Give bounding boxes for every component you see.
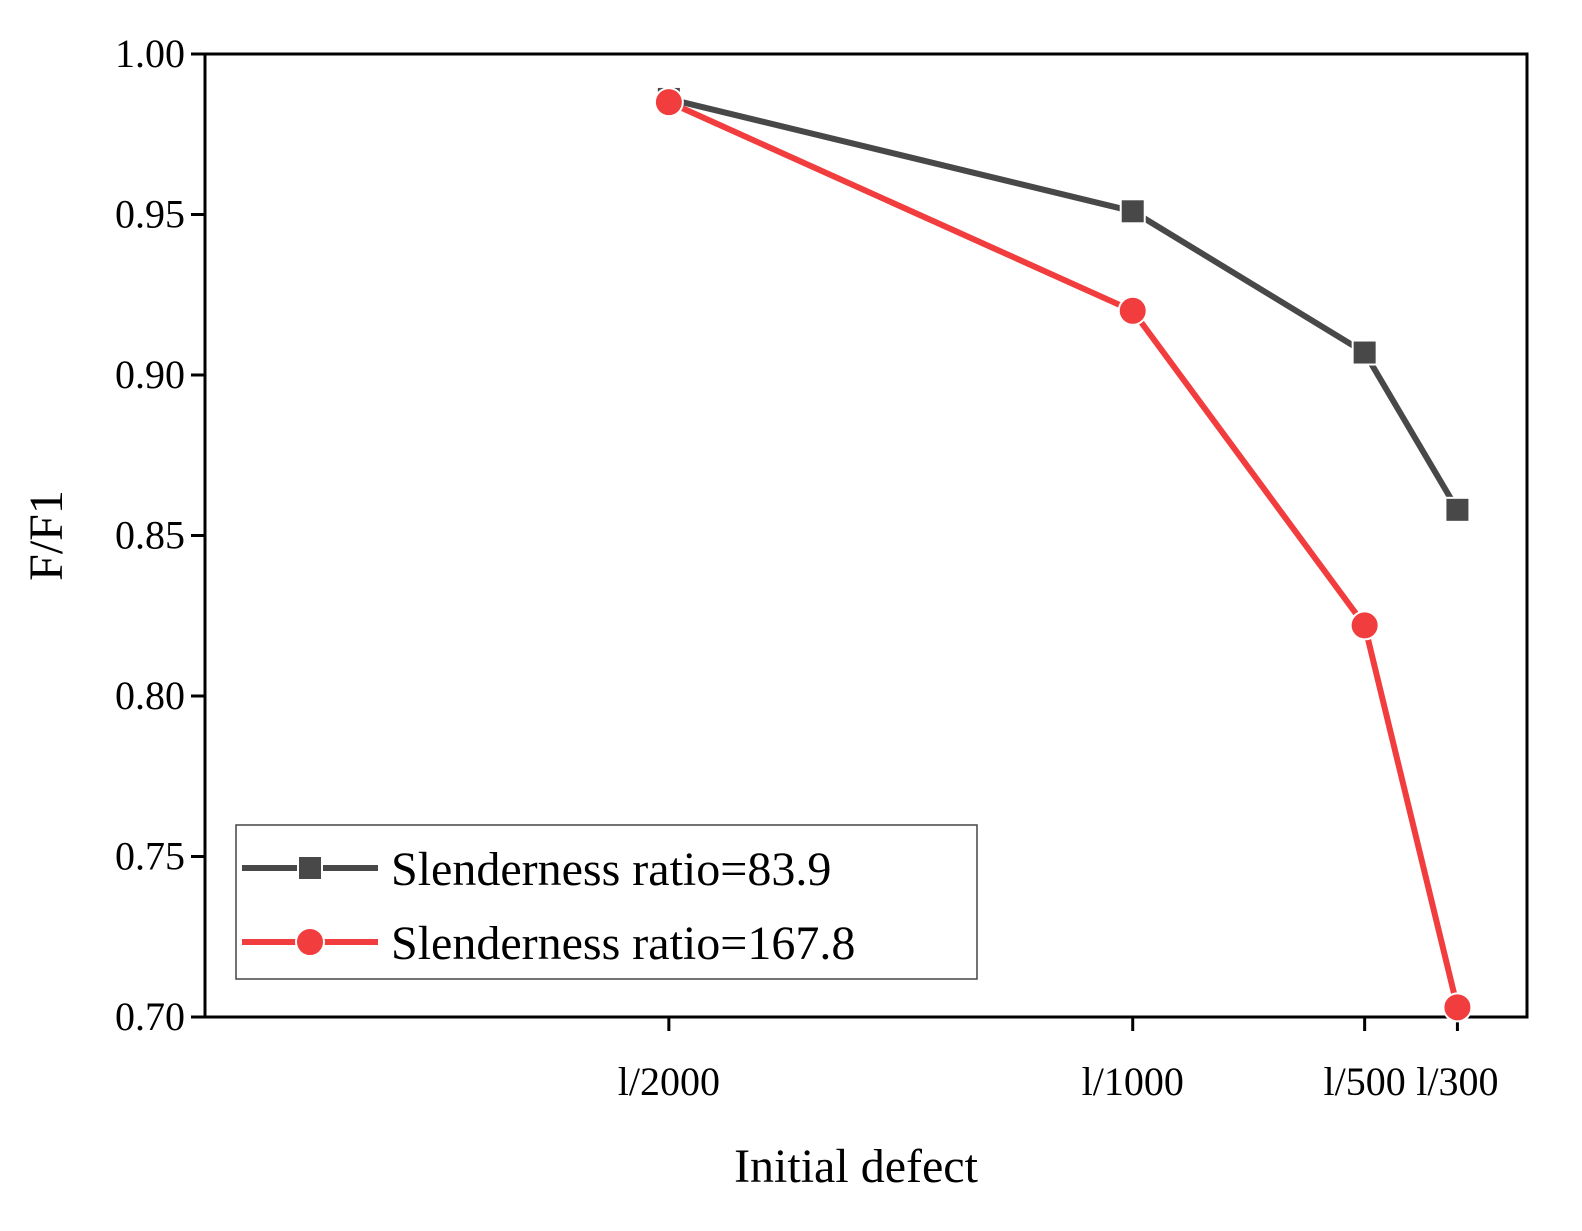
x-tick-label: l/2000 [618, 1059, 720, 1104]
series-layer [653, 85, 1473, 1023]
legend-label: Slenderness ratio=83.9 [391, 843, 831, 896]
y-tick-label: 1.00 [115, 31, 185, 76]
legend-label: Slenderness ratio=167.8 [391, 917, 855, 970]
y-tick-label: 0.75 [115, 834, 185, 879]
y-axis-title: F/F1 [20, 490, 73, 581]
legend-marker [295, 927, 325, 957]
x-tick-label: l/300 [1416, 1059, 1498, 1104]
y-axis-ticks: 0.70 0.75 0.80 0.85 0.90 0.95 1.00 [115, 31, 205, 1039]
x-axis-title: Initial defect [734, 1140, 979, 1193]
series-line [668, 96, 1461, 512]
data-point [1119, 198, 1146, 225]
legend: Slenderness ratio=83.9 Slenderness ratio=… [235, 824, 978, 980]
x-tick-label: l/1000 [1082, 1059, 1184, 1104]
x-axis-ticks: l/2000 l/1000 l/500 l/300 [618, 1017, 1499, 1104]
series-2 [653, 87, 1473, 1023]
y-tick-label: 0.70 [115, 994, 185, 1039]
y-tick-label: 0.95 [115, 192, 185, 237]
data-point [1351, 339, 1378, 366]
data-point [1349, 610, 1380, 641]
data-point [1442, 992, 1473, 1023]
legend-item: Slenderness ratio=83.9 [242, 843, 831, 896]
y-tick-label: 0.80 [115, 673, 185, 718]
y-tick-label: 0.90 [115, 352, 185, 397]
legend-item: Slenderness ratio=167.8 [242, 917, 855, 970]
data-point [1117, 295, 1148, 326]
y-tick-label: 0.85 [115, 513, 185, 558]
x-tick-label: l/500 [1324, 1059, 1406, 1104]
legend-marker [297, 855, 323, 881]
data-point [653, 87, 684, 118]
data-point [1444, 496, 1471, 523]
legend-box [235, 824, 978, 980]
series-line [667, 99, 1461, 1009]
